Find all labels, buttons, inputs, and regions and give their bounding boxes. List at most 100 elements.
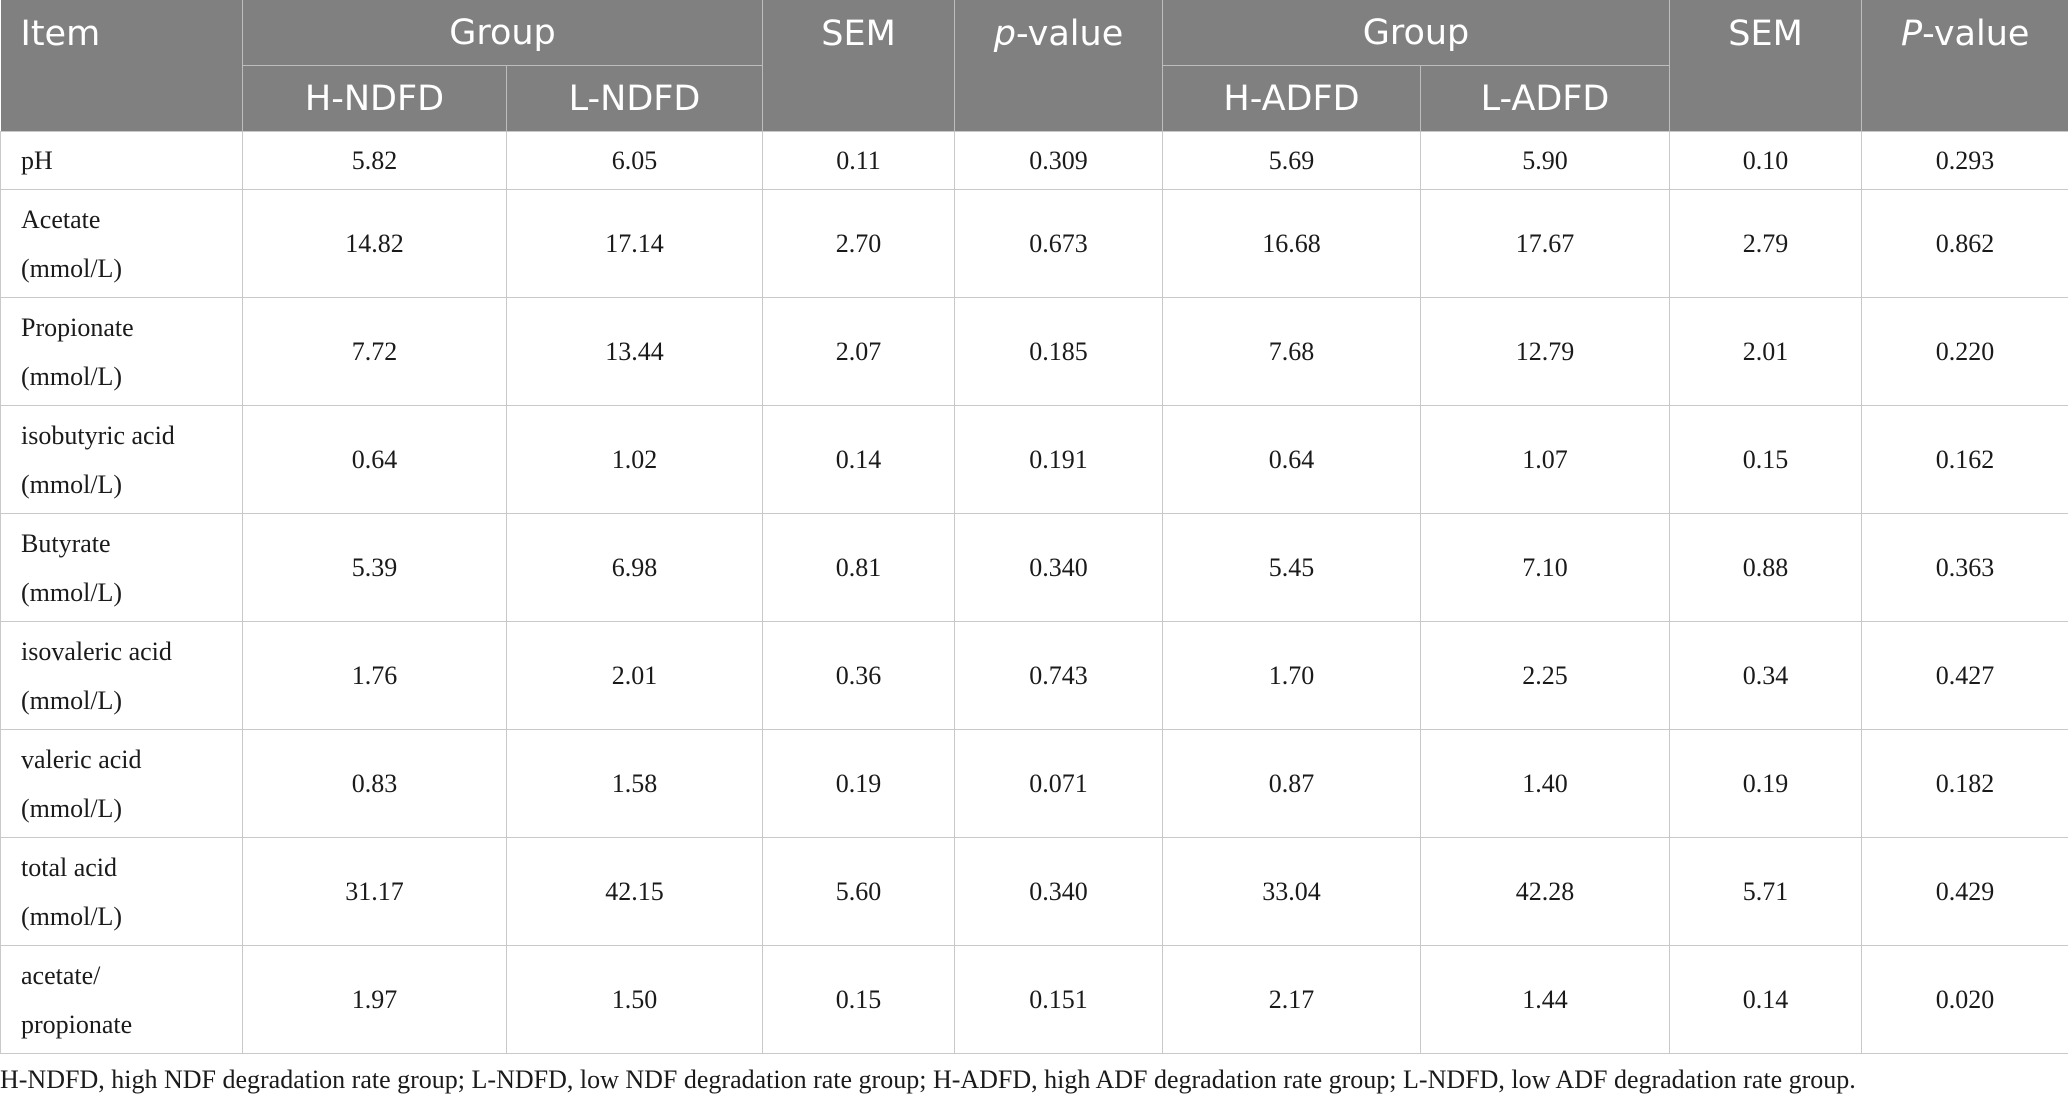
- cell-sem-adfd: 5.71: [1669, 837, 1862, 946]
- header-item-label: Item: [20, 14, 101, 54]
- row-item-label: pH: [21, 146, 53, 175]
- cell-sem-ndfd: 2.70: [762, 189, 955, 298]
- cell-sem-ndfd: 0.11: [762, 131, 955, 190]
- header-sem-adfd: SEM: [1669, 0, 1862, 132]
- cell-pvalue-ndfd: 0.340: [954, 513, 1163, 622]
- header-sem-ndfd: SEM: [762, 0, 955, 132]
- cell-l-ndfd: 13.44: [506, 297, 763, 406]
- header-pvalue-ndfd-italic: p: [993, 14, 1016, 54]
- row-item-cell: isovaleric acid (mmol/L): [0, 621, 243, 730]
- row-item-label: Butyrate: [21, 528, 111, 558]
- cell-pvalue-ndfd: 0.191: [954, 405, 1163, 514]
- cell-sem-adfd: 0.15: [1669, 405, 1862, 514]
- cell-l-adfd: 7.10: [1420, 513, 1670, 622]
- data-table: Item Group SEM p-value Group SEM P-value…: [0, 0, 2068, 1054]
- cell-l-adfd: 17.67: [1420, 189, 1670, 298]
- cell-h-ndfd: 1.76: [242, 621, 507, 730]
- cell-pvalue-ndfd: 0.340: [954, 837, 1163, 946]
- table-header: Item Group SEM p-value Group SEM P-value…: [0, 0, 2068, 132]
- cell-l-ndfd: 42.15: [506, 837, 763, 946]
- row-item-cell: isobutyric acid (mmol/L): [0, 405, 243, 514]
- row-item-unit: (mmol/L): [21, 469, 123, 499]
- table-row: Acetate (mmol/L) 14.82 17.14 2.70 0.673 16.68 1…: [0, 189, 2068, 298]
- row-item-unit: (mmol/L): [21, 685, 123, 715]
- row-item-label: valeric acid: [21, 744, 142, 774]
- cell-l-adfd: 1.07: [1420, 405, 1670, 514]
- cell-h-adfd: 33.04: [1162, 837, 1421, 946]
- cell-l-adfd: 1.40: [1420, 729, 1670, 838]
- row-item-label: acetate/: [21, 960, 101, 990]
- cell-l-adfd: 12.79: [1420, 297, 1670, 406]
- row-item-label: total acid: [21, 852, 118, 882]
- cell-l-ndfd: 6.05: [506, 131, 763, 190]
- row-item-unit: (mmol/L): [21, 793, 123, 823]
- table-row: valeric acid (mmol/L) 0.83 1.58 0.19 0.071 0.8…: [0, 729, 2068, 838]
- cell-l-ndfd: 1.02: [506, 405, 763, 514]
- cell-pvalue-ndfd: 0.309: [954, 131, 1163, 190]
- row-item-label: isobutyric acid: [21, 420, 175, 450]
- cell-h-adfd: 16.68: [1162, 189, 1421, 298]
- row-item-cell: Propionate (mmol/L): [0, 297, 243, 406]
- row-item-cell: acetate/propionate: [0, 945, 243, 1054]
- header-pvalue-ndfd: p-value: [954, 0, 1163, 132]
- header-group-ndfd: Group: [242, 0, 763, 66]
- cell-sem-ndfd: 0.14: [762, 405, 955, 514]
- cell-pvalue-ndfd: 0.185: [954, 297, 1163, 406]
- cell-pvalue-ndfd: 0.673: [954, 189, 1163, 298]
- cell-sem-adfd: 0.10: [1669, 131, 1862, 190]
- cell-sem-adfd: 0.19: [1669, 729, 1862, 838]
- header-item: Item: [0, 0, 243, 132]
- cell-pvalue-ndfd: 0.071: [954, 729, 1163, 838]
- row-item-cell: pH: [0, 131, 243, 190]
- row-item-label: Acetate: [21, 204, 101, 234]
- cell-h-ndfd: 1.97: [242, 945, 507, 1054]
- header-h-ndfd: H-NDFD: [242, 65, 507, 132]
- header-pvalue-adfd-rest: -value: [1922, 14, 2030, 54]
- cell-l-adfd: 1.44: [1420, 945, 1670, 1054]
- header-l-adfd: L-ADFD: [1420, 65, 1670, 132]
- cell-h-adfd: 2.17: [1162, 945, 1421, 1054]
- cell-l-ndfd: 17.14: [506, 189, 763, 298]
- cell-h-adfd: 0.87: [1162, 729, 1421, 838]
- cell-h-ndfd: 0.83: [242, 729, 507, 838]
- header-group-adfd: Group: [1162, 0, 1670, 66]
- cell-pvalue-adfd: 0.427: [1861, 621, 2068, 730]
- table-row: Propionate (mmol/L) 7.72 13.44 2.07 0.185 7.68…: [0, 297, 2068, 406]
- cell-h-ndfd: 7.72: [242, 297, 507, 406]
- cell-sem-adfd: 2.01: [1669, 297, 1862, 406]
- header-group-adfd-label: Group: [1362, 12, 1470, 53]
- cell-h-ndfd: 5.82: [242, 131, 507, 190]
- cell-sem-adfd: 2.79: [1669, 189, 1862, 298]
- cell-l-ndfd: 2.01: [506, 621, 763, 730]
- cell-sem-ndfd: 0.15: [762, 945, 955, 1054]
- cell-pvalue-adfd: 0.293: [1861, 131, 2068, 190]
- row-item-unit: (mmol/L): [21, 901, 123, 931]
- table-row: total acid (mmol/L) 31.17 42.15 5.60 0.340 33.…: [0, 837, 2068, 946]
- cell-pvalue-adfd: 0.162: [1861, 405, 2068, 514]
- cell-h-ndfd: 31.17: [242, 837, 507, 946]
- cell-sem-adfd: 0.14: [1669, 945, 1862, 1054]
- cell-l-adfd: 2.25: [1420, 621, 1670, 730]
- cell-l-ndfd: 1.50: [506, 945, 763, 1054]
- table-row: pH 5.82 6.05 0.11 0.309 5.69 5.90 0.10 0.293: [0, 131, 2068, 190]
- cell-h-ndfd: 0.64: [242, 405, 507, 514]
- cell-pvalue-ndfd: 0.743: [954, 621, 1163, 730]
- header-sem-adfd-label: SEM: [1728, 14, 1803, 54]
- row-item-unit: propionate: [21, 1009, 133, 1039]
- cell-l-ndfd: 1.58: [506, 729, 763, 838]
- cell-sem-adfd: 0.34: [1669, 621, 1862, 730]
- cell-h-ndfd: 14.82: [242, 189, 507, 298]
- header-l-ndfd: L-NDFD: [506, 65, 763, 132]
- cell-h-adfd: 0.64: [1162, 405, 1421, 514]
- row-item-cell: Butyrate (mmol/L): [0, 513, 243, 622]
- row-item-label: isovaleric acid: [21, 636, 172, 666]
- table-footnote: H-NDFD, high NDF degradation rate group;…: [0, 1065, 1856, 1094]
- row-item-cell: valeric acid (mmol/L): [0, 729, 243, 838]
- row-item-cell: total acid (mmol/L): [0, 837, 243, 946]
- cell-sem-ndfd: 0.81: [762, 513, 955, 622]
- table-body: pH 5.82 6.05 0.11 0.309 5.69 5.90 0.10 0.293 Acet…: [0, 131, 2068, 1054]
- header-pvalue-adfd: P-value: [1861, 0, 2068, 132]
- cell-sem-adfd: 0.88: [1669, 513, 1862, 622]
- row-item-unit: (mmol/L): [21, 253, 123, 283]
- cell-pvalue-adfd: 0.220: [1861, 297, 2068, 406]
